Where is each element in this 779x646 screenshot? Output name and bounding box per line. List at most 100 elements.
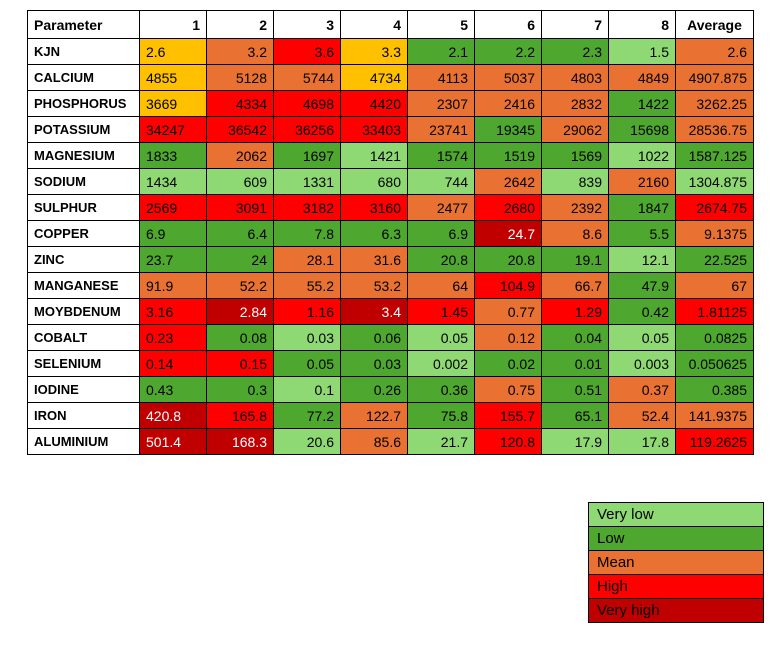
cell-sulphur-4: 3160 [340, 194, 408, 221]
row-label-iron: IRON [27, 402, 140, 429]
cell-phosphorus-4: 4420 [340, 90, 408, 117]
cell-iodine-6: 0.75 [474, 376, 542, 403]
cell-kjn-average: 2.6 [675, 38, 754, 65]
row-label-potassium: POTASSIUM [27, 116, 140, 143]
cell-aluminium-7: 17.9 [541, 428, 609, 455]
cell-aluminium-4: 85.6 [340, 428, 408, 455]
cell-manganese-average: 67 [675, 272, 754, 299]
cell-iodine-8: 0.37 [608, 376, 676, 403]
row-label-moybdenum: MOYBDENUM [27, 298, 140, 325]
cell-zinc-average: 22.525 [675, 246, 754, 273]
col-header-average: Average [675, 10, 754, 39]
cell-potassium-4: 33403 [340, 116, 408, 143]
col-header-8: 8 [608, 10, 676, 39]
cell-sulphur-average: 2674.75 [675, 194, 754, 221]
table-row-moybdenum: MOYBDENUM 3.16 2.84 1.16 3.4 1.45 0.77 1.29 0.42… [27, 298, 754, 325]
table-row-selenium: SELENIUM 0.14 0.15 0.05 0.03 0.002 0.02 0.01 0.0… [27, 350, 754, 377]
cell-sodium-1: 1434 [139, 168, 207, 195]
row-label-cobalt: COBALT [27, 324, 140, 351]
cell-cobalt-8: 0.05 [608, 324, 676, 351]
cell-potassium-5: 23741 [407, 116, 475, 143]
cell-copper-2: 6.4 [206, 220, 274, 247]
cell-copper-4: 6.3 [340, 220, 408, 247]
cell-magnesium-3: 1697 [273, 142, 341, 169]
cell-manganese-8: 47.9 [608, 272, 676, 299]
cell-sodium-4: 680 [340, 168, 408, 195]
table-row-calcium: CALCIUM 4855 5128 5744 4734 4113 5037 4803 4849 4… [27, 64, 754, 91]
cell-selenium-3: 0.05 [273, 350, 341, 377]
cell-magnesium-8: 1022 [608, 142, 676, 169]
cell-iodine-1: 0.43 [139, 376, 207, 403]
cell-cobalt-2: 0.08 [206, 324, 274, 351]
cell-copper-average: 9.1375 [675, 220, 754, 247]
cell-potassium-3: 36256 [273, 116, 341, 143]
cell-potassium-2: 36542 [206, 116, 274, 143]
cell-manganese-3: 55.2 [273, 272, 341, 299]
cell-selenium-7: 0.01 [541, 350, 609, 377]
cell-phosphorus-8: 1422 [608, 90, 676, 117]
cell-iron-average: 141.9375 [675, 402, 754, 429]
cell-moybdenum-6: 0.77 [474, 298, 542, 325]
legend-label: Mean [597, 554, 635, 571]
cell-phosphorus-average: 3262.25 [675, 90, 754, 117]
row-label-copper: COPPER [27, 220, 140, 247]
row-label-selenium: SELENIUM [27, 350, 140, 377]
cell-moybdenum-1: 3.16 [139, 298, 207, 325]
cell-sulphur-2: 3091 [206, 194, 274, 221]
cell-iron-8: 52.4 [608, 402, 676, 429]
table-row-zinc: ZINC 23.7 24 28.1 31.6 20.8 20.8 19.1 12.1 22.525 [27, 246, 754, 273]
cell-calcium-2: 5128 [206, 64, 274, 91]
cell-manganese-7: 66.7 [541, 272, 609, 299]
cell-cobalt-average: 0.0825 [675, 324, 754, 351]
cell-kjn-7: 2.3 [541, 38, 609, 65]
table-header-row: Parameter 1 2 3 4 5 6 7 8 Average [27, 10, 754, 39]
cell-selenium-2: 0.15 [206, 350, 274, 377]
cell-aluminium-8: 17.8 [608, 428, 676, 455]
cell-kjn-6: 2.2 [474, 38, 542, 65]
cell-zinc-3: 28.1 [273, 246, 341, 273]
col-header-2: 2 [206, 10, 274, 39]
cell-copper-7: 8.6 [541, 220, 609, 247]
table-row-copper: COPPER 6.9 6.4 7.8 6.3 6.9 24.7 8.6 5.5 9.1375 [27, 220, 754, 247]
cell-cobalt-1: 0.23 [139, 324, 207, 351]
cell-magnesium-5: 1574 [407, 142, 475, 169]
cell-phosphorus-6: 2416 [474, 90, 542, 117]
cell-moybdenum-average: 1.81125 [675, 298, 754, 325]
cell-zinc-8: 12.1 [608, 246, 676, 273]
cell-phosphorus-2: 4334 [206, 90, 274, 117]
cell-aluminium-3: 20.6 [273, 428, 341, 455]
col-header-3: 3 [273, 10, 341, 39]
cell-sodium-7: 839 [541, 168, 609, 195]
table-row-sodium: SODIUM 1434 609 1331 680 744 2642 839 2160 1304.8… [27, 168, 754, 195]
cell-zinc-4: 31.6 [340, 246, 408, 273]
cell-kjn-2: 3.2 [206, 38, 274, 65]
legend-item-mean: Mean [588, 550, 764, 575]
table-row-manganese: MANGANESE 91.9 52.2 55.2 53.2 64 104.9 66.7 47.9… [27, 272, 754, 299]
cell-sodium-3: 1331 [273, 168, 341, 195]
cell-iron-4: 122.7 [340, 402, 408, 429]
cell-zinc-6: 20.8 [474, 246, 542, 273]
cell-potassium-8: 15698 [608, 116, 676, 143]
cell-calcium-8: 4849 [608, 64, 676, 91]
cell-iodine-2: 0.3 [206, 376, 274, 403]
col-header-5: 5 [407, 10, 475, 39]
col-header-6: 6 [474, 10, 542, 39]
cell-potassium-7: 29062 [541, 116, 609, 143]
cell-moybdenum-8: 0.42 [608, 298, 676, 325]
cell-calcium-1: 4855 [139, 64, 207, 91]
cell-calcium-3: 5744 [273, 64, 341, 91]
legend: Very low Low Mean High Very high [588, 502, 764, 623]
row-label-magnesium: MAGNESIUM [27, 142, 140, 169]
legend-label: High [597, 578, 628, 595]
cell-aluminium-1: 501.4 [139, 428, 207, 455]
cell-iodine-4: 0.26 [340, 376, 408, 403]
cell-sodium-8: 2160 [608, 168, 676, 195]
cell-calcium-average: 4907.875 [675, 64, 754, 91]
cell-copper-8: 5.5 [608, 220, 676, 247]
cell-selenium-1: 0.14 [139, 350, 207, 377]
cell-copper-6: 24.7 [474, 220, 542, 247]
cell-calcium-5: 4113 [407, 64, 475, 91]
cell-aluminium-2: 168.3 [206, 428, 274, 455]
cell-cobalt-3: 0.03 [273, 324, 341, 351]
row-label-phosphorus: PHOSPHORUS [27, 90, 140, 117]
